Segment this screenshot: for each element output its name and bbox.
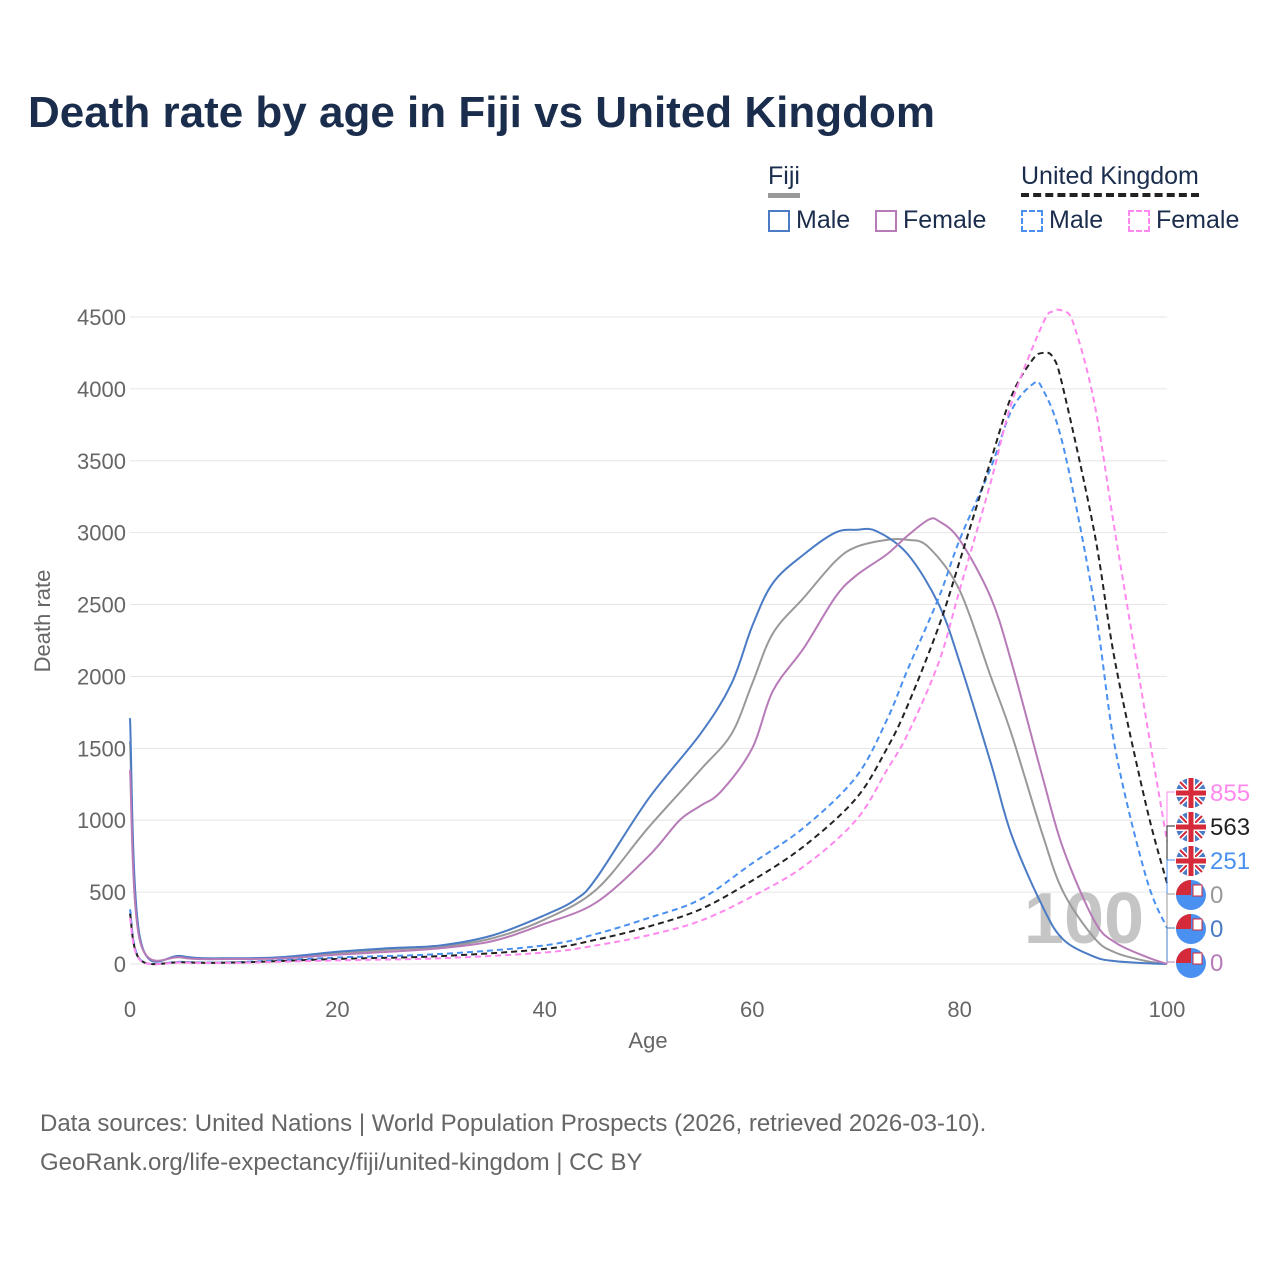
legend-group-fiji[interactable]: Fiji: [768, 162, 800, 198]
uk-flag-icon: [1176, 812, 1206, 842]
legend-label: Female: [1156, 206, 1240, 234]
legend-uk-female[interactable]: Female: [1128, 206, 1239, 235]
end-value-label: 0: [1210, 950, 1223, 977]
x-tick-label: 100: [1149, 997, 1186, 1022]
legend-swatch: [1021, 209, 1043, 232]
y-tick-label: 2500: [77, 593, 126, 618]
end-value-label: 563: [1210, 814, 1250, 841]
fiji-flag-icon: [1176, 948, 1206, 978]
x-tick-label: 40: [533, 997, 557, 1022]
end-label-connector: [1166, 927, 1175, 964]
legend-group-uk[interactable]: United Kingdom: [1021, 162, 1199, 197]
legend-swatch: [1128, 209, 1150, 232]
uk-flag-icon: [1176, 846, 1206, 876]
age-watermark: 100: [1024, 879, 1144, 959]
series-line-united-kingdom-total[interactable]: [129, 351, 1168, 966]
end-label-connector: [1166, 961, 1175, 964]
end-value-label: 0: [1210, 916, 1223, 943]
y-tick-label: 1500: [77, 736, 126, 761]
x-tick-label: 80: [947, 997, 971, 1022]
end-value-label: 251: [1210, 848, 1250, 875]
y-tick-label: 3000: [77, 521, 126, 546]
footer-sources: Data sources: United Nations | World Pop…: [40, 1110, 987, 1137]
legend-label: Male: [1049, 206, 1104, 234]
series-line-fiji-female[interactable]: [129, 517, 1168, 965]
legend-label: Male: [796, 206, 851, 234]
legend-swatch: [875, 209, 897, 232]
chart-title: Death rate by age in Fiji vs United King…: [28, 88, 936, 137]
fiji-flag-icon: [1176, 880, 1206, 910]
y-tick-label: 1000: [77, 808, 126, 833]
x-tick-label: 60: [740, 997, 764, 1022]
legend-label: Female: [903, 206, 987, 234]
y-tick-label: 4500: [77, 305, 126, 330]
series-line-united-kingdom-male[interactable]: [129, 380, 1168, 966]
series-line-fiji-total[interactable]: [129, 537, 1168, 965]
footer-link[interactable]: GeoRank.org/life-expectancy/fiji/united-…: [40, 1149, 643, 1176]
legend-fiji-female[interactable]: Female: [875, 206, 986, 235]
series-line-fiji-male[interactable]: [129, 527, 1168, 965]
y-tick-label: 2000: [77, 664, 126, 689]
legend-swatch: [768, 209, 790, 232]
end-label-connector: [1166, 791, 1175, 842]
y-tick-label: 0: [114, 952, 126, 977]
legend-uk-male[interactable]: Male: [1021, 206, 1103, 235]
y-tick-label: 500: [89, 880, 126, 905]
x-tick-label: 20: [325, 997, 349, 1022]
y-axis-label: Death rate: [30, 570, 55, 673]
end-label-connector: [1166, 825, 1175, 884]
uk-flag-icon: [1176, 778, 1206, 808]
y-tick-label: 3500: [77, 449, 126, 474]
end-value-label: 855: [1210, 780, 1250, 807]
x-tick-label: 0: [124, 997, 136, 1022]
end-value-label: 0: [1210, 882, 1223, 909]
fiji-flag-icon: [1176, 914, 1206, 944]
end-label-connector: [1166, 893, 1175, 964]
legend-fiji-male[interactable]: Male: [768, 206, 850, 235]
x-axis-label: Age: [628, 1028, 667, 1053]
y-tick-label: 4000: [77, 377, 126, 402]
series-line-united-kingdom-female[interactable]: [129, 308, 1168, 966]
